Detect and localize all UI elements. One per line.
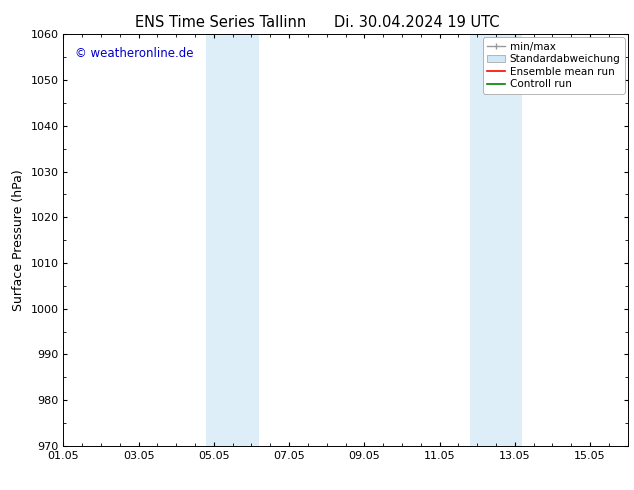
Text: © weatheronline.de: © weatheronline.de <box>75 47 193 60</box>
Text: ENS Time Series Tallinn      Di. 30.04.2024 19 UTC: ENS Time Series Tallinn Di. 30.04.2024 1… <box>135 15 499 30</box>
Bar <box>206 34 259 446</box>
Y-axis label: Surface Pressure (hPa): Surface Pressure (hPa) <box>12 169 25 311</box>
Bar <box>470 34 522 446</box>
Legend: min/max, Standardabweichung, Ensemble mean run, Controll run: min/max, Standardabweichung, Ensemble me… <box>482 37 624 94</box>
